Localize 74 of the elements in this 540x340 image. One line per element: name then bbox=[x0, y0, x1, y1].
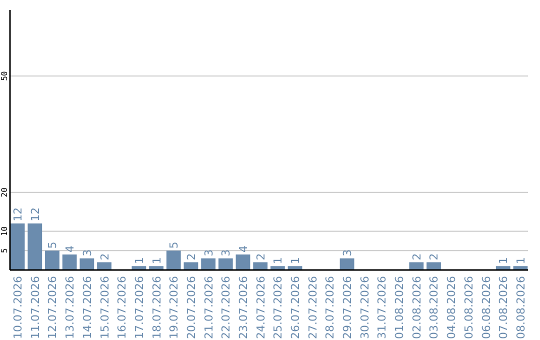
bar bbox=[201, 258, 216, 270]
data-label: 2 bbox=[428, 253, 441, 260]
x-tick-label: 21.07.2026 bbox=[202, 276, 216, 339]
bar bbox=[62, 254, 77, 270]
x-tick-label: 26.07.2026 bbox=[289, 276, 302, 339]
x-tick-label: 11.07.2026 bbox=[28, 276, 42, 339]
data-label: 1 bbox=[150, 257, 164, 264]
data-label: 3 bbox=[80, 249, 94, 256]
x-tick-label: 20.07.2026 bbox=[184, 276, 198, 339]
x-tick-label: 28.07.2026 bbox=[324, 276, 337, 339]
data-label: 2 bbox=[184, 253, 198, 260]
x-tick-label: 27.07.2026 bbox=[306, 276, 320, 339]
x-tick-label: 05.08.2026 bbox=[462, 276, 476, 339]
bar bbox=[80, 258, 94, 270]
x-tick-label: 01.08.2026 bbox=[393, 276, 406, 339]
x-tick-label: 08.08.2026 bbox=[514, 276, 528, 339]
y-tick-label: 50 bbox=[0, 70, 9, 81]
data-label: 5 bbox=[168, 242, 181, 249]
x-tick-label: 07.08.2026 bbox=[497, 276, 510, 339]
x-tick-label: 10.07.2026 bbox=[12, 276, 25, 339]
bar bbox=[340, 258, 354, 270]
x-tick-label: 14.07.2026 bbox=[80, 276, 94, 339]
data-label: 12 bbox=[12, 207, 25, 222]
x-tick-label: 24.07.2026 bbox=[254, 276, 268, 339]
data-label: 2 bbox=[254, 253, 268, 260]
x-tick-label: 13.07.2026 bbox=[64, 276, 77, 339]
x-tick-label: 19.07.2026 bbox=[168, 276, 181, 339]
bar bbox=[409, 262, 424, 270]
x-tick-label: 06.08.2026 bbox=[480, 276, 493, 339]
data-label: 1 bbox=[514, 257, 528, 264]
data-label: 4 bbox=[64, 245, 77, 252]
bar bbox=[270, 266, 285, 270]
x-tick-label: 18.07.2026 bbox=[150, 276, 164, 339]
bar bbox=[253, 262, 268, 270]
x-tick-label: 02.08.2026 bbox=[410, 276, 424, 339]
x-tick-label: 22.07.2026 bbox=[220, 276, 233, 339]
data-label: 1 bbox=[289, 257, 302, 264]
x-tick-label: 30.07.2026 bbox=[358, 276, 372, 339]
bar bbox=[184, 262, 198, 270]
bar bbox=[132, 266, 146, 270]
y-tick-label: 5 bbox=[0, 248, 9, 254]
bar bbox=[166, 250, 181, 270]
bar bbox=[97, 262, 112, 270]
data-label: 1 bbox=[497, 257, 510, 264]
data-label: 12 bbox=[28, 207, 42, 222]
y-tick-label: 20 bbox=[0, 187, 9, 198]
bar bbox=[45, 250, 60, 270]
data-label: 2 bbox=[98, 253, 112, 260]
data-label: 3 bbox=[341, 249, 354, 256]
data-label: 2 bbox=[410, 253, 424, 260]
bar bbox=[496, 266, 510, 270]
data-label: 5 bbox=[46, 242, 60, 249]
bar bbox=[218, 258, 233, 270]
data-label: 3 bbox=[202, 249, 216, 256]
x-tick-label: 12.07.2026 bbox=[46, 276, 60, 339]
y-tick-label: 10 bbox=[0, 226, 9, 236]
bar bbox=[149, 266, 164, 270]
data-label: 1 bbox=[132, 257, 146, 264]
x-tick-label: 25.07.2026 bbox=[272, 276, 285, 339]
bar bbox=[10, 223, 25, 270]
data-label: 3 bbox=[220, 249, 233, 256]
bar bbox=[236, 254, 250, 270]
bar bbox=[28, 223, 42, 270]
x-tick-label: 17.07.2026 bbox=[132, 276, 146, 339]
x-tick-label: 04.08.2026 bbox=[445, 276, 458, 339]
data-label: 1 bbox=[272, 257, 285, 264]
data-label: 4 bbox=[236, 245, 250, 252]
x-tick-label: 29.07.2026 bbox=[341, 276, 354, 339]
x-tick-label: 15.07.2026 bbox=[98, 276, 112, 339]
x-tick-label: 31.07.2026 bbox=[376, 276, 389, 339]
bar bbox=[426, 262, 441, 270]
x-tick-label: 16.07.2026 bbox=[116, 276, 129, 339]
x-tick-label: 03.08.2026 bbox=[428, 276, 441, 339]
x-tick-label: 23.07.2026 bbox=[236, 276, 250, 339]
